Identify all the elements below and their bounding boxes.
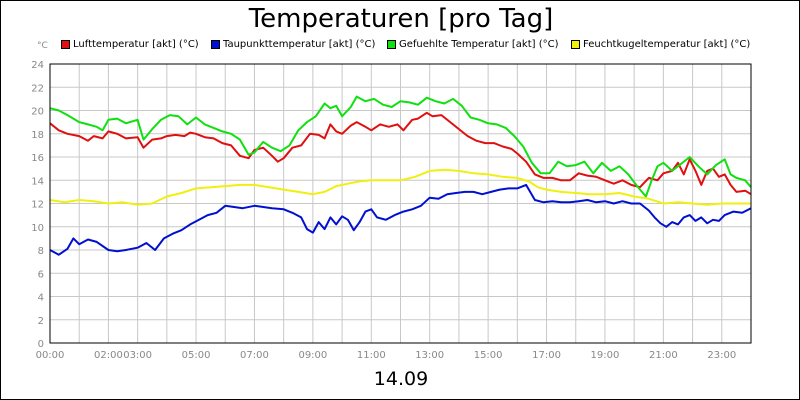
y-tick-label: 14 xyxy=(31,176,44,187)
y-tick-label: 6 xyxy=(38,269,44,280)
legend-swatch-feuchtkugeltemperatur xyxy=(571,40,580,49)
legend-item-taupunkttemperatur: Taupunkttemperatur [akt] (°C) xyxy=(211,39,375,50)
y-tick-label: 12 xyxy=(31,200,44,211)
x-tick-label: 23:00 xyxy=(707,350,736,361)
legend-swatch-taupunkttemperatur xyxy=(211,40,220,49)
x-tick-label: 03:00 xyxy=(123,350,152,361)
legend-label-feuchtkugeltemperatur: Feuchtkugeltemperatur [akt] (°C) xyxy=(583,39,751,50)
y-tick-label: 8 xyxy=(38,246,44,257)
legend-label-lufttemperatur: Lufttemperatur [akt] (°C) xyxy=(73,39,199,50)
legend-item-feuchtkugeltemperatur: Feuchtkugeltemperatur [akt] (°C) xyxy=(571,39,750,50)
date-label: 14.09 xyxy=(373,368,429,390)
series-line-gefuehlte-temperatur xyxy=(49,95,752,198)
y-tick-label: 4 xyxy=(38,293,44,304)
x-tick-label: 05:00 xyxy=(182,350,211,361)
x-tick-label: 19:00 xyxy=(591,350,620,361)
plot-area-border xyxy=(49,63,752,344)
y-tick-label: 10 xyxy=(31,223,44,234)
y-tick-label: 20 xyxy=(31,107,44,118)
x-tick-label: 15:00 xyxy=(474,350,503,361)
series-line-taupunkttemperatur xyxy=(49,183,752,256)
y-tick-label: 0 xyxy=(38,339,44,350)
y-unit-label: °C xyxy=(37,41,48,51)
y-tick-label: 22 xyxy=(31,83,44,94)
y-tick-label: 18 xyxy=(31,130,44,141)
y-tick-label: 2 xyxy=(38,316,44,327)
y-tick-label: 24 xyxy=(31,60,44,71)
x-tick-label: 11:00 xyxy=(357,350,386,361)
legend-label-gefuehlte-temperatur: Gefuehlte Temperatur [akt] (°C) xyxy=(399,39,559,50)
legend-item-gefuehlte-temperatur: Gefuehlte Temperatur [akt] (°C) xyxy=(387,39,558,50)
legend-swatch-lufttemperatur xyxy=(61,40,70,49)
legend-item-lufttemperatur: Lufttemperatur [akt] (°C) xyxy=(61,39,199,50)
x-tick-label: 07:00 xyxy=(240,350,269,361)
x-tick-label: 02:00 xyxy=(94,350,123,361)
grid xyxy=(50,64,751,343)
legend-label-taupunkttemperatur: Taupunkttemperatur [akt] (°C) xyxy=(223,39,376,50)
series-line-lufttemperatur xyxy=(49,111,752,196)
chart-title: Temperaturen [pro Tag] xyxy=(248,4,554,34)
x-tick-label: 00:00 xyxy=(36,350,65,361)
y-tick-label: 16 xyxy=(31,153,44,164)
series-line-feuchtkugeltemperatur xyxy=(49,168,751,206)
x-tick-label: 13:00 xyxy=(415,350,444,361)
legend-swatch-gefuehlte-temperatur xyxy=(387,40,396,49)
x-tick-label: 09:00 xyxy=(298,350,327,361)
series-lines xyxy=(49,95,752,256)
x-tick-label: 21:00 xyxy=(649,350,678,361)
x-tick-label: 17:00 xyxy=(532,350,561,361)
